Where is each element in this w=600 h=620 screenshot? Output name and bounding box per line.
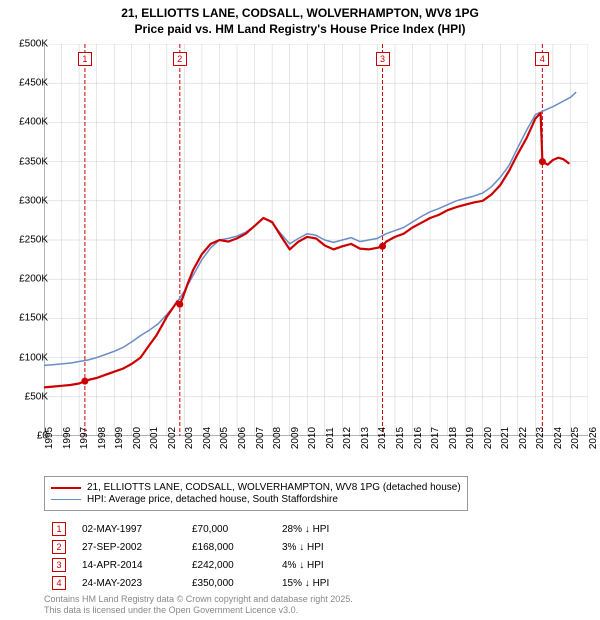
x-axis-tick-label: 2022 [518,427,529,449]
x-axis-tick-label: 1997 [79,427,90,449]
x-axis-tick-label: 2019 [465,427,476,449]
x-axis-tick-label: 2014 [377,427,388,449]
x-axis-tick-label: 2010 [307,427,318,449]
x-axis-tick-label: 1999 [114,427,125,449]
sale-note-row: 1 02-MAY-1997£70,00028% ↓ HPI [44,520,337,538]
legend-label: HPI: Average price, detached house, Sout… [87,494,338,505]
x-axis-tick-label: 2000 [132,427,143,449]
y-axis-tick-label: £150K [19,313,48,324]
x-axis-tick-label: 2009 [290,427,301,449]
note-price: £242,000 [184,556,274,574]
note-price: £70,000 [184,520,274,538]
y-axis-tick-label: £500K [19,39,48,50]
note-price: £168,000 [184,538,274,556]
x-axis-tick-label: 2018 [448,427,459,449]
x-axis-tick-label: 2007 [255,427,266,449]
note-date: 24-MAY-2023 [74,574,184,592]
legend-swatch [51,499,81,500]
x-axis-tick-label: 2008 [272,427,283,449]
note-marker: 2 [52,540,66,554]
chart-legend: 21, ELLIOTTS LANE, CODSALL, WOLVERHAMPTO… [44,476,468,511]
x-axis-tick-label: 2024 [553,427,564,449]
chart-marker-3: 3 [376,52,390,66]
note-marker: 4 [52,576,66,590]
y-axis-tick-label: £350K [19,156,48,167]
note-date: 14-APR-2014 [74,556,184,574]
footer-line-2: This data is licensed under the Open Gov… [44,605,353,616]
x-axis-tick-label: 2005 [219,427,230,449]
legend-swatch [51,487,81,489]
sale-notes-table: 1 02-MAY-1997£70,00028% ↓ HPI 2 27-SEP-2002… [44,520,584,592]
chart-title: 21, ELLIOTTS LANE, CODSALL, WOLVERHAMPTO… [0,0,600,37]
x-axis-tick-label: 2016 [413,427,424,449]
title-line-1: 21, ELLIOTTS LANE, CODSALL, WOLVERHAMPTO… [0,6,600,22]
y-axis-tick-label: £250K [19,235,48,246]
sale-note-row: 4 24-MAY-2023£350,00015% ↓ HPI [44,574,337,592]
y-axis-tick-label: £450K [19,78,48,89]
y-axis-tick-label: £300K [19,195,48,206]
x-axis-tick-label: 2003 [184,427,195,449]
sale-note-row: 3 14-APR-2014£242,0004% ↓ HPI [44,556,337,574]
x-axis-tick-label: 2026 [588,427,599,449]
footer-line-1: Contains HM Land Registry data © Crown c… [44,594,353,605]
x-axis-tick-label: 2025 [570,427,581,449]
note-price: £350,000 [184,574,274,592]
y-axis-tick-label: £50K [25,391,48,402]
legend-row: 21, ELLIOTTS LANE, CODSALL, WOLVERHAMPTO… [51,482,461,493]
x-axis-tick-label: 2006 [237,427,248,449]
chart-plot-area [44,44,588,436]
y-axis-tick-label: £100K [19,352,48,363]
chart-marker-4: 4 [535,52,549,66]
title-line-2: Price paid vs. HM Land Registry's House … [0,22,600,38]
chart-marker-2: 2 [173,52,187,66]
x-axis-tick-label: 1995 [44,427,55,449]
x-axis-tick-label: 2001 [149,427,160,449]
legend-row: HPI: Average price, detached house, Sout… [51,494,461,505]
footer-attribution: Contains HM Land Registry data © Crown c… [44,594,353,616]
note-pct: 4% ↓ HPI [274,556,337,574]
x-axis-tick-label: 2020 [483,427,494,449]
note-date: 27-SEP-2002 [74,538,184,556]
y-axis-tick-label: £200K [19,274,48,285]
sale-note-row: 2 27-SEP-2002£168,0003% ↓ HPI [44,538,337,556]
legend-label: 21, ELLIOTTS LANE, CODSALL, WOLVERHAMPTO… [87,482,461,493]
x-axis-tick-label: 2015 [395,427,406,449]
note-marker: 3 [52,558,66,572]
x-axis-tick-label: 2017 [430,427,441,449]
x-axis-tick-label: 2011 [325,427,336,449]
x-axis-tick-label: 2023 [535,427,546,449]
chart-marker-1: 1 [78,52,92,66]
y-axis-tick-label: £400K [19,117,48,128]
x-axis-tick-label: 1996 [62,427,73,449]
x-axis-tick-label: 2012 [342,427,353,449]
x-axis-tick-label: 1998 [97,427,108,449]
x-axis-tick-label: 2002 [167,427,178,449]
chart-svg [44,44,588,436]
note-pct: 28% ↓ HPI [274,520,337,538]
note-pct: 15% ↓ HPI [274,574,337,592]
note-marker: 1 [52,522,66,536]
x-axis-tick-label: 2004 [202,427,213,449]
x-axis-tick-label: 2021 [500,427,511,449]
note-pct: 3% ↓ HPI [274,538,337,556]
x-axis-tick-label: 2013 [360,427,371,449]
note-date: 02-MAY-1997 [74,520,184,538]
